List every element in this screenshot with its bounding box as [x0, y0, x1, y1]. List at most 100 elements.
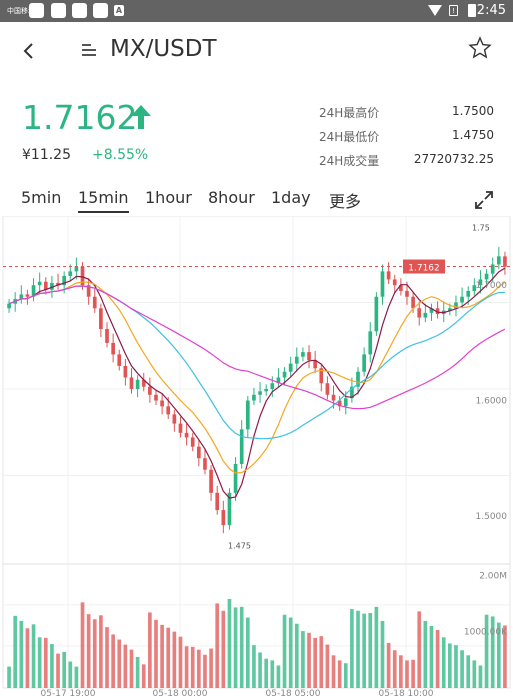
candle	[172, 414, 177, 424]
candle	[221, 510, 226, 526]
candle	[264, 389, 269, 392]
ticker-stats: 24H最高价 1.7500 24H最低价 1.4750 24H成交量 27720…	[319, 104, 494, 176]
volume-bar	[239, 606, 244, 688]
volume-bar	[129, 649, 134, 688]
candle	[209, 469, 213, 493]
star-outline-icon[interactable]	[468, 36, 492, 60]
volume-bar	[7, 666, 11, 688]
candle	[484, 273, 489, 280]
volume-bar	[325, 644, 330, 688]
clock: 2:45	[476, 3, 506, 18]
candle	[178, 423, 183, 433]
volume-bar	[319, 636, 324, 688]
volume-tick-label: 1000.00K	[464, 628, 508, 638]
candle	[472, 285, 477, 291]
volume-bar	[37, 637, 42, 688]
volume-bar	[80, 602, 85, 688]
notification-icon	[72, 3, 87, 18]
tab-more[interactable]: 更多	[329, 192, 362, 211]
volume-bar	[429, 626, 434, 688]
stat-label: 24H最低价	[319, 130, 380, 144]
stat-row: 24H最低价 1.4750	[319, 128, 494, 152]
status-bar: 中国移动 A ! 2:45	[0, 0, 513, 22]
volume-bar	[62, 651, 66, 688]
volume-bar	[50, 644, 54, 688]
candle	[37, 281, 42, 286]
candle	[227, 492, 232, 526]
volume-bar	[203, 654, 207, 688]
candle	[282, 371, 287, 378]
y-tick-label: 1.6000	[476, 397, 508, 407]
candle	[190, 437, 195, 447]
fullscreen-icon[interactable]	[474, 190, 494, 210]
volume-bar	[331, 655, 336, 688]
volume-bar	[362, 613, 366, 688]
candle	[337, 400, 342, 407]
candle	[350, 386, 354, 399]
stat-label: 24H最高价	[319, 106, 380, 120]
list-icon[interactable]	[82, 44, 96, 58]
volume-bar	[160, 624, 164, 688]
volume-bar	[86, 614, 91, 688]
last-price: 1.7162	[22, 98, 138, 137]
volume-bar	[19, 620, 24, 688]
last-price-label: 1.7162	[408, 264, 440, 274]
tab-15min[interactable]: 15min	[78, 188, 129, 213]
candle	[197, 446, 201, 459]
candle	[417, 308, 422, 318]
tab-1hour[interactable]: 1hour	[145, 188, 192, 207]
tab-5min[interactable]: 5min	[21, 188, 62, 207]
candle	[245, 400, 250, 430]
volume-bar	[374, 606, 379, 688]
volume-bar	[294, 623, 299, 688]
volume-bar	[111, 634, 115, 688]
candle	[215, 492, 220, 511]
volume-bar	[472, 660, 477, 688]
tab-8hour[interactable]: 8hour	[208, 188, 255, 207]
low-label: 1.475	[228, 542, 251, 551]
tab-1day[interactable]: 1day	[271, 188, 311, 207]
candle	[392, 279, 397, 286]
volume-bar	[478, 665, 483, 688]
volume-bar	[466, 655, 471, 688]
candle	[362, 354, 366, 372]
candle	[411, 296, 415, 309]
candle	[252, 394, 256, 401]
volume-bar	[337, 660, 342, 688]
candle	[80, 266, 85, 286]
stat-row: 24H成交量 27720732.25	[319, 152, 494, 176]
volume-bar	[386, 642, 391, 688]
volume-bar	[405, 660, 409, 688]
volume-bar	[74, 666, 79, 688]
volume-bar	[92, 619, 97, 688]
carrier-label: 中国移动	[7, 7, 35, 15]
candle	[294, 356, 299, 364]
kline-chart[interactable]: 1.7162 1.75 1.475 1.5000 1.6000 1.7000 2.00M 10…	[0, 216, 513, 700]
volume-bar	[252, 645, 256, 688]
candle	[276, 377, 281, 384]
candle	[154, 394, 158, 401]
volume-bar	[197, 649, 201, 688]
pair-title: MX/USDT	[110, 36, 217, 62]
candle	[490, 264, 495, 274]
volume-bar	[13, 615, 18, 688]
candle	[233, 463, 238, 493]
volume-bar	[368, 613, 373, 688]
candle	[160, 400, 164, 407]
candle	[25, 294, 30, 297]
x-tick-label: 05-18 00:00	[153, 689, 208, 699]
candle	[111, 342, 115, 355]
volume-bar	[307, 632, 311, 688]
candle	[478, 279, 483, 286]
volume-bar	[448, 643, 452, 688]
volume-bar	[117, 639, 122, 688]
volume-bar	[423, 620, 428, 688]
candle	[117, 354, 122, 366]
volume-bar	[496, 622, 501, 688]
chevron-left-icon[interactable]	[18, 38, 40, 64]
ma-line	[8, 281, 506, 474]
candle	[343, 398, 348, 407]
stat-value: 1.7500	[452, 104, 494, 118]
x-tick-label: 05-17 19:00	[41, 689, 96, 699]
volume-bar	[313, 637, 317, 688]
